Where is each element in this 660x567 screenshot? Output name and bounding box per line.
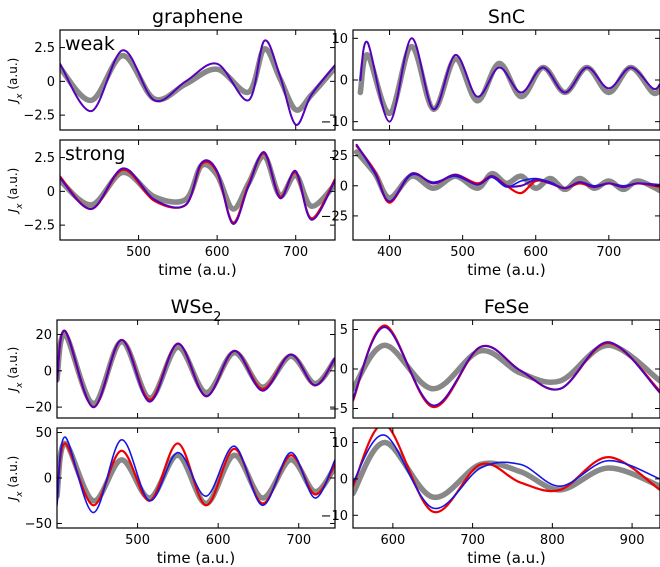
panel-annotation: weak	[65, 33, 115, 55]
axes-frame	[56, 319, 336, 419]
plot-area	[60, 151, 335, 225]
y-tick-label: 50	[35, 426, 52, 441]
axes-frame	[352, 139, 660, 241]
series-line-red	[57, 442, 335, 507]
plot-area	[60, 39, 335, 126]
y-axis-label: Jx (a.u.)	[6, 168, 25, 215]
series-line-reference	[353, 439, 660, 500]
y-tick-label: 0	[47, 75, 55, 90]
axes-frame	[56, 427, 336, 529]
x-axis-label: time (a.u.)	[158, 261, 237, 279]
panel-fese-weak: −5 0 5 FeSe	[329, 296, 660, 419]
y-tick-label: 0	[340, 74, 348, 89]
axes-frame	[352, 427, 660, 529]
series-line-reference	[57, 440, 335, 507]
panel-annotation: strong	[65, 143, 125, 165]
series-line-reference	[353, 342, 660, 392]
y-tick-label: 20	[35, 328, 52, 343]
x-tick-label: 800	[540, 533, 565, 548]
axes-frame	[352, 319, 660, 419]
y-tick-label: 2.5	[34, 41, 55, 56]
series-line-purple	[60, 151, 335, 225]
panel-graphene-weak: −2.5 0 2.5 graphene weak Jx (a.u.)	[6, 6, 336, 131]
plot-area	[353, 428, 660, 514]
x-tick-label: 600	[523, 245, 548, 260]
y-tick-label: −25	[321, 209, 348, 224]
x-axis-label: time (a.u.)	[467, 549, 546, 567]
y-tick-label: −10	[321, 115, 348, 130]
axes-frame	[59, 29, 336, 131]
plot-area	[57, 329, 335, 409]
x-axis-label: time (a.u.)	[157, 549, 236, 567]
series-line-purple	[355, 143, 660, 203]
panel-title: SnC	[488, 6, 525, 28]
y-tick-label: 25	[331, 149, 348, 164]
y-tick-label: 0	[47, 185, 55, 200]
y-tick-label: −10	[321, 509, 348, 524]
x-tick-label: 700	[283, 245, 308, 260]
panel-title: graphene	[152, 6, 243, 28]
y-tick-label: 0	[340, 363, 348, 378]
y-tick-label: −20	[25, 401, 52, 416]
y-tick-label: −50	[25, 517, 52, 532]
series-line-reference	[60, 153, 335, 212]
plot-area	[57, 436, 335, 514]
y-tick-label: 0	[44, 364, 52, 379]
series-line-purple	[359, 37, 660, 123]
x-tick-label: 700	[460, 533, 485, 548]
panel-snc-weak: −10 0 10 SnC	[321, 6, 660, 131]
x-tick-label: 700	[286, 533, 311, 548]
y-axis-label: Jx (a.u.)	[6, 456, 25, 503]
panel-graphene-strong: 500 600 700 −2.5 0 2.5 strong time (a.u.) Jx (a.…	[6, 139, 336, 279]
x-tick-label: 700	[596, 245, 621, 260]
panel-snc-strong: 400 500 600 700 −25 0 25 time (a.u.)	[321, 139, 660, 279]
x-tick-label: 500	[126, 245, 151, 260]
y-tick-label: 0	[340, 472, 348, 487]
panel-fese-strong: 600 700 800 900 −10 0 10 time (a.u.)	[321, 427, 660, 567]
y-tick-label: 2.5	[34, 151, 55, 166]
y-tick-label: 5	[340, 323, 348, 338]
y-axis-label: Jx (a.u.)	[6, 347, 25, 394]
series-line-blue	[353, 434, 660, 510]
y-tick-label: −5	[329, 402, 348, 417]
x-tick-label: 500	[125, 533, 150, 548]
x-tick-label: 500	[450, 245, 475, 260]
x-axis-label: time (a.u.)	[467, 261, 546, 279]
x-tick-label: 600	[380, 533, 405, 548]
series-line-purple	[60, 39, 335, 126]
series-line-blue	[355, 144, 660, 203]
y-tick-label: −2.5	[23, 219, 55, 234]
x-tick-label: 600	[205, 245, 230, 260]
y-tick-label: 0	[44, 472, 52, 487]
x-tick-label: 400	[377, 245, 402, 260]
panel-title: FeSe	[484, 296, 529, 318]
y-tick-label: 0	[340, 179, 348, 194]
plot-area	[353, 143, 660, 204]
y-tick-label: 10	[331, 436, 348, 451]
x-tick-label: 900	[620, 533, 645, 548]
plot-area	[357, 37, 660, 123]
plot-area	[353, 324, 660, 409]
y-axis-label: Jx (a.u.)	[6, 58, 25, 105]
series-line-red	[355, 144, 660, 204]
series-line-purple	[57, 329, 335, 409]
axes-frame	[59, 139, 336, 241]
panel-wse2-strong: 500 600 700 −50 0 50 time (a.u.) Jx (a.u.)	[6, 426, 336, 567]
x-tick-label: 600	[206, 533, 231, 548]
y-tick-label: 10	[331, 32, 348, 47]
series-line-blue	[57, 436, 335, 514]
series-line-purple	[353, 326, 660, 407]
series-line-reference	[57, 331, 335, 407]
series-line-reference	[353, 149, 660, 201]
y-tick-label: −2.5	[23, 109, 55, 124]
series-line-reference	[60, 46, 335, 113]
